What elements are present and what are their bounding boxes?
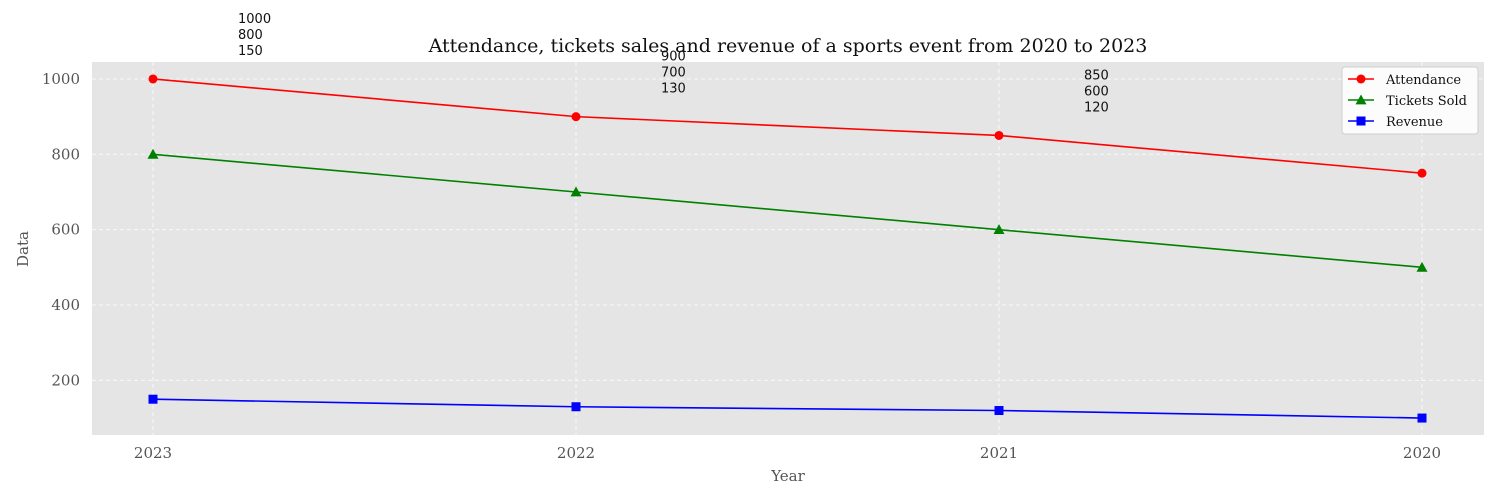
legend-marker [1356,74,1366,84]
data-point [1416,261,1428,272]
data-point [147,148,159,159]
data-point [994,406,1004,416]
y-tick-label: 400 [51,296,80,314]
annotation-label: 1000 [238,12,271,27]
annotation-label: 700 [661,66,686,81]
series-revenue [148,394,1427,423]
chart-title: Attendance, tickets sales and revenue of… [428,35,1148,57]
y-tick-label: 600 [51,221,80,239]
legend-label: Tickets Sold [1386,94,1467,109]
data-point [1417,168,1427,178]
annotation-label: 800 [238,28,263,43]
annotation-label: 900 [661,50,686,65]
legend: Attendance Tickets Sold Revenue [1341,66,1479,135]
legend-item: Tickets Sold [1348,94,1467,109]
legend-label: Attendance [1385,73,1461,88]
grid [92,62,1484,435]
y-tick-label: 1000 [42,70,80,88]
x-tick-label: 2021 [980,444,1018,462]
annotation-label: 850 [1084,68,1109,83]
annotation-label: 150 [238,44,263,59]
data-point [148,394,158,404]
x-tick-label: 2023 [134,444,172,462]
legend-item: Revenue [1348,115,1443,130]
data-point [994,130,1004,140]
annotation-label: 600 [1084,84,1109,99]
series-tickets-sold [147,148,1428,272]
data-point [571,112,581,122]
x-tick-label: 2020 [1403,444,1441,462]
series-line [152,398,1423,419]
legend-marker [1355,94,1367,105]
annotation-label: 130 [661,82,686,97]
series-attendance [148,74,1427,178]
data-point [1417,413,1427,423]
ticks: 200 400 600 800 1000 2023 2022 2021 2020 [42,70,1441,462]
x-axis-label: Year [770,467,805,485]
data-point [993,224,1005,235]
annotation-label: 120 [1084,100,1109,115]
series-line [152,153,1423,269]
x-tick-label: 2022 [557,444,595,462]
data-point [570,186,582,197]
legend-marker [1356,116,1366,126]
y-tick-label: 800 [51,145,80,163]
legend-box [1341,66,1479,135]
legend-label: Revenue [1386,115,1443,130]
y-tick-label: 200 [51,371,80,389]
series-layer [147,74,1428,423]
plot-area [92,62,1484,435]
data-point [571,402,581,412]
legend-item: Attendance [1348,73,1461,88]
y-axis-label: Data [14,231,32,267]
series-line [152,78,1423,174]
data-point [148,74,158,84]
